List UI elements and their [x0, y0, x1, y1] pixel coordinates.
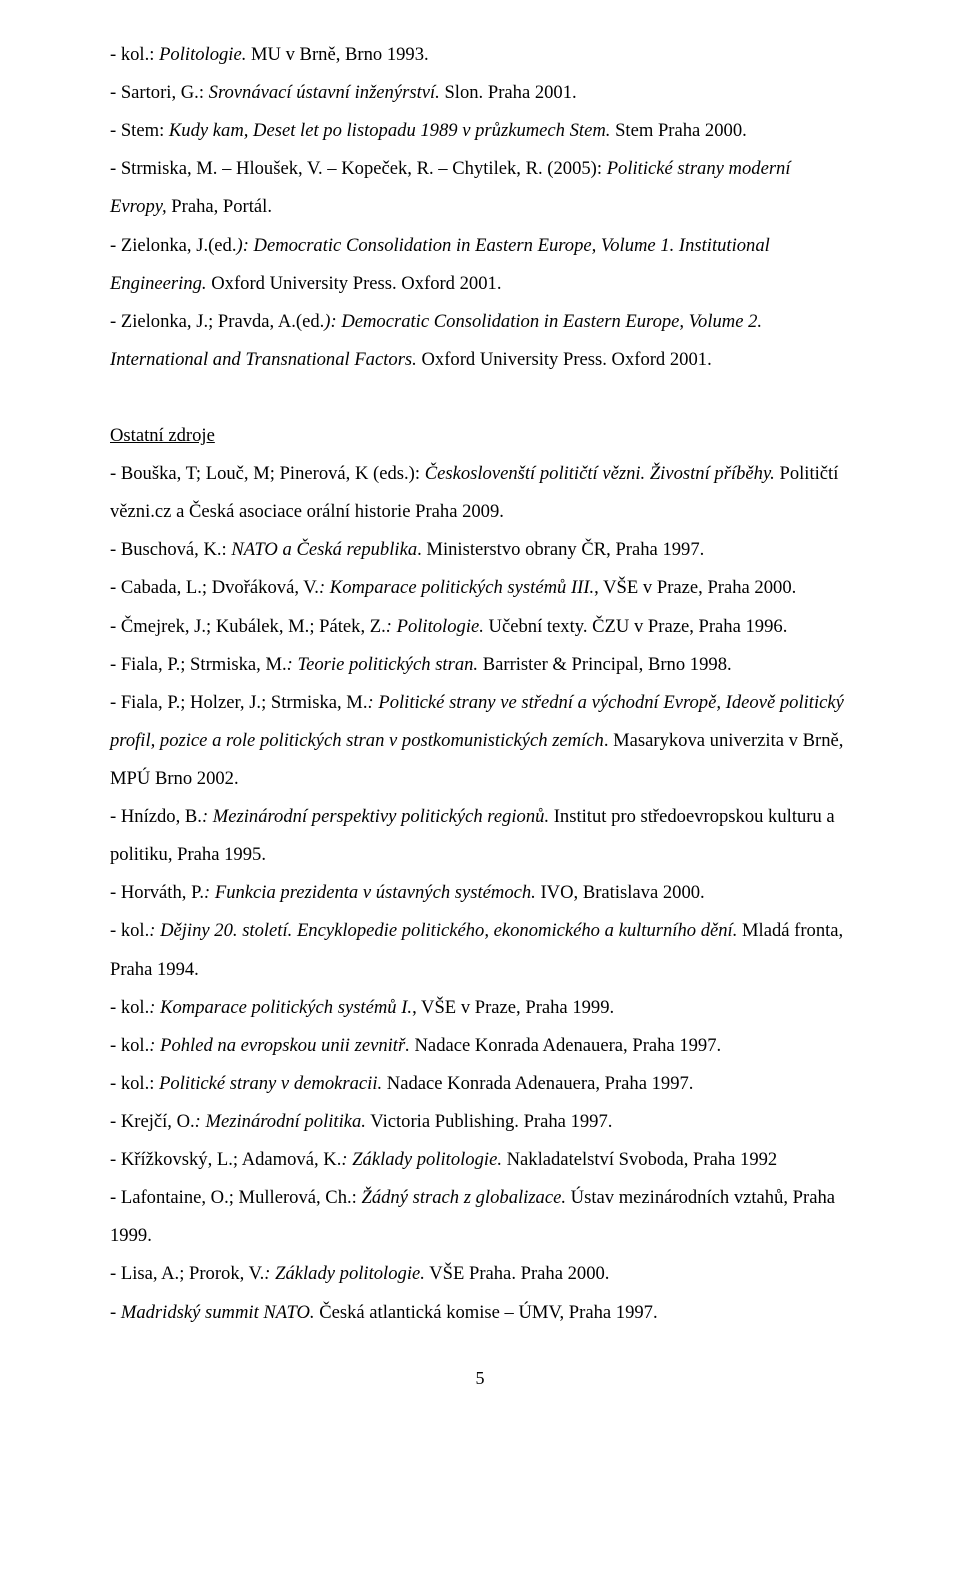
bibliography-entry: - Zielonka, J.(ed.): Democratic Consolid… — [110, 227, 850, 303]
bibliography-entry: - Hnízdo, B.: Mezinárodní perspektivy po… — [110, 798, 850, 874]
entry-title: : Mezinárodní perspektivy politických re… — [202, 806, 549, 827]
entry-suffix: Barrister & Principal, Brno 1998. — [478, 654, 732, 675]
bibliography-entry: - Bouška, T; Louč, M; Pinerová, K (eds.)… — [110, 455, 850, 531]
bibliography-entry: - Buschová, K.: NATO a Česká republika. … — [110, 531, 850, 569]
entry-title: Madridský summit NATO. — [121, 1302, 315, 1323]
entry-prefix: - Křížkovský, L.; Adamová, K. — [110, 1149, 341, 1170]
bibliography-entry: - Sartori, G.: Srovnávací ústavní inžený… — [110, 74, 850, 112]
entry-suffix: Oxford University Press. Oxford 2001. — [207, 273, 502, 294]
entry-prefix: - Čmejrek, J.; Kubálek, M.; Pátek, Z. — [110, 616, 386, 637]
bibliography-entry: - Stem: Kudy kam, Deset let po listopadu… — [110, 112, 850, 150]
bibliography-entry: - Lafontaine, O.; Mullerová, Ch.: Žádný … — [110, 1179, 850, 1255]
bibliography-entry: - Strmiska, M. – Hloušek, V. – Kopeček, … — [110, 150, 850, 226]
entry-suffix: Oxford University Press. Oxford 2001. — [417, 349, 712, 370]
entry-prefix: - kol.: — [110, 1073, 159, 1094]
entry-title: NATO a Česká republika — [231, 539, 417, 560]
section-heading: Ostatní zdroje — [110, 417, 850, 455]
entry-suffix: Praha, Portál. — [167, 196, 272, 217]
entry-title: : Dějiny 20. století. Encyklopedie polit… — [149, 920, 737, 941]
entry-title: : Základy politologie. — [341, 1149, 502, 1170]
entry-prefix: - kol.: — [110, 44, 159, 65]
entry-prefix: - Lafontaine, O.; Mullerová, Ch.: — [110, 1187, 361, 1208]
entry-suffix: Nadace Konrada Adenauera, Praha 1997. — [382, 1073, 693, 1094]
entry-suffix: VŠE Praha. Praha 2000. — [425, 1263, 610, 1284]
bibliography-bottom-list: - Bouška, T; Louč, M; Pinerová, K (eds.)… — [110, 455, 850, 1332]
bibliography-entry: - Lisa, A.; Prorok, V.: Základy politolo… — [110, 1255, 850, 1293]
entry-prefix: - — [110, 1302, 121, 1323]
entry-suffix: , VŠE v Praze, Praha 2000. — [594, 577, 796, 598]
entry-prefix: - Zielonka, J.(ed. — [110, 235, 237, 256]
entry-prefix: - Sartori, G.: — [110, 82, 209, 103]
entry-title: : Základy politologie. — [264, 1263, 425, 1284]
entry-title: Českoslovenští političtí vězni. Živostní… — [425, 463, 775, 484]
entry-title: : Teorie politických stran. — [287, 654, 478, 675]
bibliography-entry: - Zielonka, J.; Pravda, A.(ed.): Democra… — [110, 303, 850, 379]
entry-prefix: - Krejčí, O. — [110, 1111, 195, 1132]
entry-suffix: MU v Brně, Brno 1993. — [246, 44, 428, 65]
entry-title: Kudy kam, Deset let po listopadu 1989 v … — [169, 120, 611, 141]
bibliography-entry: - Fiala, P.; Holzer, J.; Strmiska, M.: P… — [110, 684, 850, 798]
entry-title: : Komparace politických systémů III. — [319, 577, 594, 598]
entry-prefix: - Lisa, A.; Prorok, V. — [110, 1263, 264, 1284]
entry-prefix: - kol. — [110, 920, 149, 941]
entry-suffix: , VŠE v Praze, Praha 1999. — [412, 997, 614, 1018]
entry-prefix: - Cabada, L.; Dvořáková, V. — [110, 577, 319, 598]
bibliography-entry: - kol.: Dějiny 20. století. Encyklopedie… — [110, 912, 850, 988]
document-page: - kol.: Politologie. MU v Brně, Brno 199… — [0, 0, 960, 1437]
entry-suffix: . Ministerstvo obrany ČR, Praha 1997. — [417, 539, 704, 560]
entry-title: Srovnávací ústavní inženýrství. — [209, 82, 440, 103]
entry-prefix: - Stem: — [110, 120, 169, 141]
bibliography-entry: - Krejčí, O.: Mezinárodní politika. Vict… — [110, 1103, 850, 1141]
entry-prefix: - Zielonka, J.; Pravda, A.(ed. — [110, 311, 324, 332]
bibliography-entry: - Fiala, P.; Strmiska, M.: Teorie politi… — [110, 646, 850, 684]
bibliography-entry: - kol.: Komparace politických systémů I.… — [110, 989, 850, 1027]
entry-prefix: - Hnízdo, B. — [110, 806, 202, 827]
entry-prefix: - Buschová, K.: — [110, 539, 231, 560]
entry-title: : Mezinárodní politika. — [195, 1111, 366, 1132]
bibliography-entry: - Křížkovský, L.; Adamová, K.: Základy p… — [110, 1141, 850, 1179]
entry-title: : Funkcia prezidenta v ústavných systémo… — [204, 882, 536, 903]
entry-prefix: - kol. — [110, 1035, 149, 1056]
bibliography-entry: - kol.: Politologie. MU v Brně, Brno 199… — [110, 36, 850, 74]
page-number: 5 — [110, 1360, 850, 1397]
entry-prefix: - Fiala, P.; Holzer, J.; Strmiska, M. — [110, 692, 368, 713]
bibliography-entry: - kol.: Pohled na evropskou unii zevnitř… — [110, 1027, 850, 1065]
entry-title: Žádný strach z globalizace. — [361, 1187, 566, 1208]
entry-suffix: Slon. Praha 2001. — [440, 82, 577, 103]
entry-suffix: Stem Praha 2000. — [610, 120, 746, 141]
entry-prefix: - Strmiska, M. – Hloušek, V. – Kopeček, … — [110, 158, 607, 179]
bibliography-entry: - Madridský summit NATO. Česká atlantick… — [110, 1294, 850, 1332]
entry-prefix: - Bouška, T; Louč, M; Pinerová, K (eds.)… — [110, 463, 425, 484]
entry-suffix: Victoria Publishing. Praha 1997. — [366, 1111, 612, 1132]
entry-suffix: IVO, Bratislava 2000. — [536, 882, 705, 903]
entry-title: Politické strany v demokracii. — [159, 1073, 382, 1094]
bibliography-entry: - Cabada, L.; Dvořáková, V.: Komparace p… — [110, 569, 850, 607]
entry-suffix: Nadace Konrada Adenauera, Praha 1997. — [410, 1035, 721, 1056]
bibliography-entry: - kol.: Politické strany v demokracii. N… — [110, 1065, 850, 1103]
entry-prefix: - kol. — [110, 997, 149, 1018]
entry-suffix: Česká atlantická komise – ÚMV, Praha 199… — [315, 1302, 658, 1323]
entry-title: : Politologie. — [386, 616, 484, 637]
entry-title: : Pohled na evropskou unii zevnitř. — [149, 1035, 410, 1056]
entry-suffix: Nakladatelství Svoboda, Praha 1992 — [502, 1149, 777, 1170]
section-heading-text: Ostatní zdroje — [110, 425, 215, 446]
entry-title: Politologie. — [159, 44, 246, 65]
entry-prefix: - Horváth, P. — [110, 882, 204, 903]
bibliography-entry: - Čmejrek, J.; Kubálek, M.; Pátek, Z.: P… — [110, 608, 850, 646]
entry-suffix: Učební texty. ČZU v Praze, Praha 1996. — [484, 616, 787, 637]
bibliography-top-list: - kol.: Politologie. MU v Brně, Brno 199… — [110, 36, 850, 379]
entry-prefix: - Fiala, P.; Strmiska, M. — [110, 654, 287, 675]
entry-title: : Komparace politických systémů I. — [149, 997, 412, 1018]
bibliography-entry: - Horváth, P.: Funkcia prezidenta v ústa… — [110, 874, 850, 912]
